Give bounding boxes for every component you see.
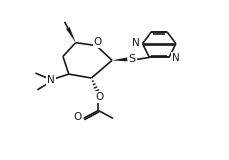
Text: O: O (93, 37, 101, 47)
Text: N: N (46, 76, 54, 85)
Text: O: O (74, 112, 82, 122)
Text: O: O (95, 92, 104, 102)
Text: N: N (131, 38, 139, 48)
Polygon shape (112, 57, 127, 61)
Text: N: N (171, 53, 179, 63)
Text: S: S (128, 54, 135, 64)
Polygon shape (66, 27, 75, 43)
